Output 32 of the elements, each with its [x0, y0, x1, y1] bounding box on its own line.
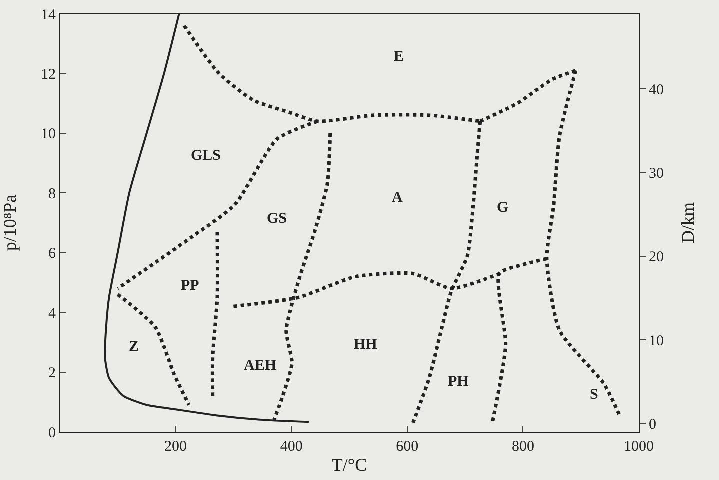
y-tick-label: 10: [41, 126, 56, 143]
x-axis-title: T/°C: [332, 455, 368, 476]
y2-tick-label: 20: [649, 250, 664, 266]
y-tick-label: 6: [48, 246, 56, 262]
y-tick-label: 0: [48, 425, 56, 442]
y-axis-title: p/10⁸Pa: [0, 194, 20, 252]
y2-tick-label: 10: [649, 333, 664, 350]
y2-axis-title: D/km: [678, 202, 698, 244]
annotation: PP: [181, 278, 200, 294]
annotation: S: [590, 387, 598, 403]
y2-tick-label: 40: [649, 82, 664, 98]
y2-tick-label: 0: [649, 416, 656, 433]
x-tick-label: 800: [512, 439, 534, 455]
x-tick-label: 400: [280, 439, 303, 455]
annotation: GLS: [191, 148, 222, 164]
x-tick-label: 600: [396, 439, 419, 455]
annotation: Z: [129, 339, 140, 355]
y-tick-label: 2: [48, 366, 56, 382]
y-tick-label: 14: [41, 7, 56, 24]
y-tick-label: 8: [48, 186, 56, 202]
x-tick-label: 200: [164, 439, 188, 455]
x-tick-label: 1000: [624, 439, 654, 455]
annotation: GS: [267, 211, 288, 227]
annotation: E: [394, 49, 404, 65]
y-tick-label: 4: [48, 306, 56, 322]
annotation: A: [392, 190, 403, 206]
annotation: AEH: [244, 358, 277, 374]
annotation: PH: [448, 374, 470, 390]
annotation: HH: [354, 337, 378, 353]
annotation: G: [497, 200, 509, 216]
y-tick-label: 12: [41, 66, 56, 83]
y2-tick-label: 30: [649, 166, 664, 182]
